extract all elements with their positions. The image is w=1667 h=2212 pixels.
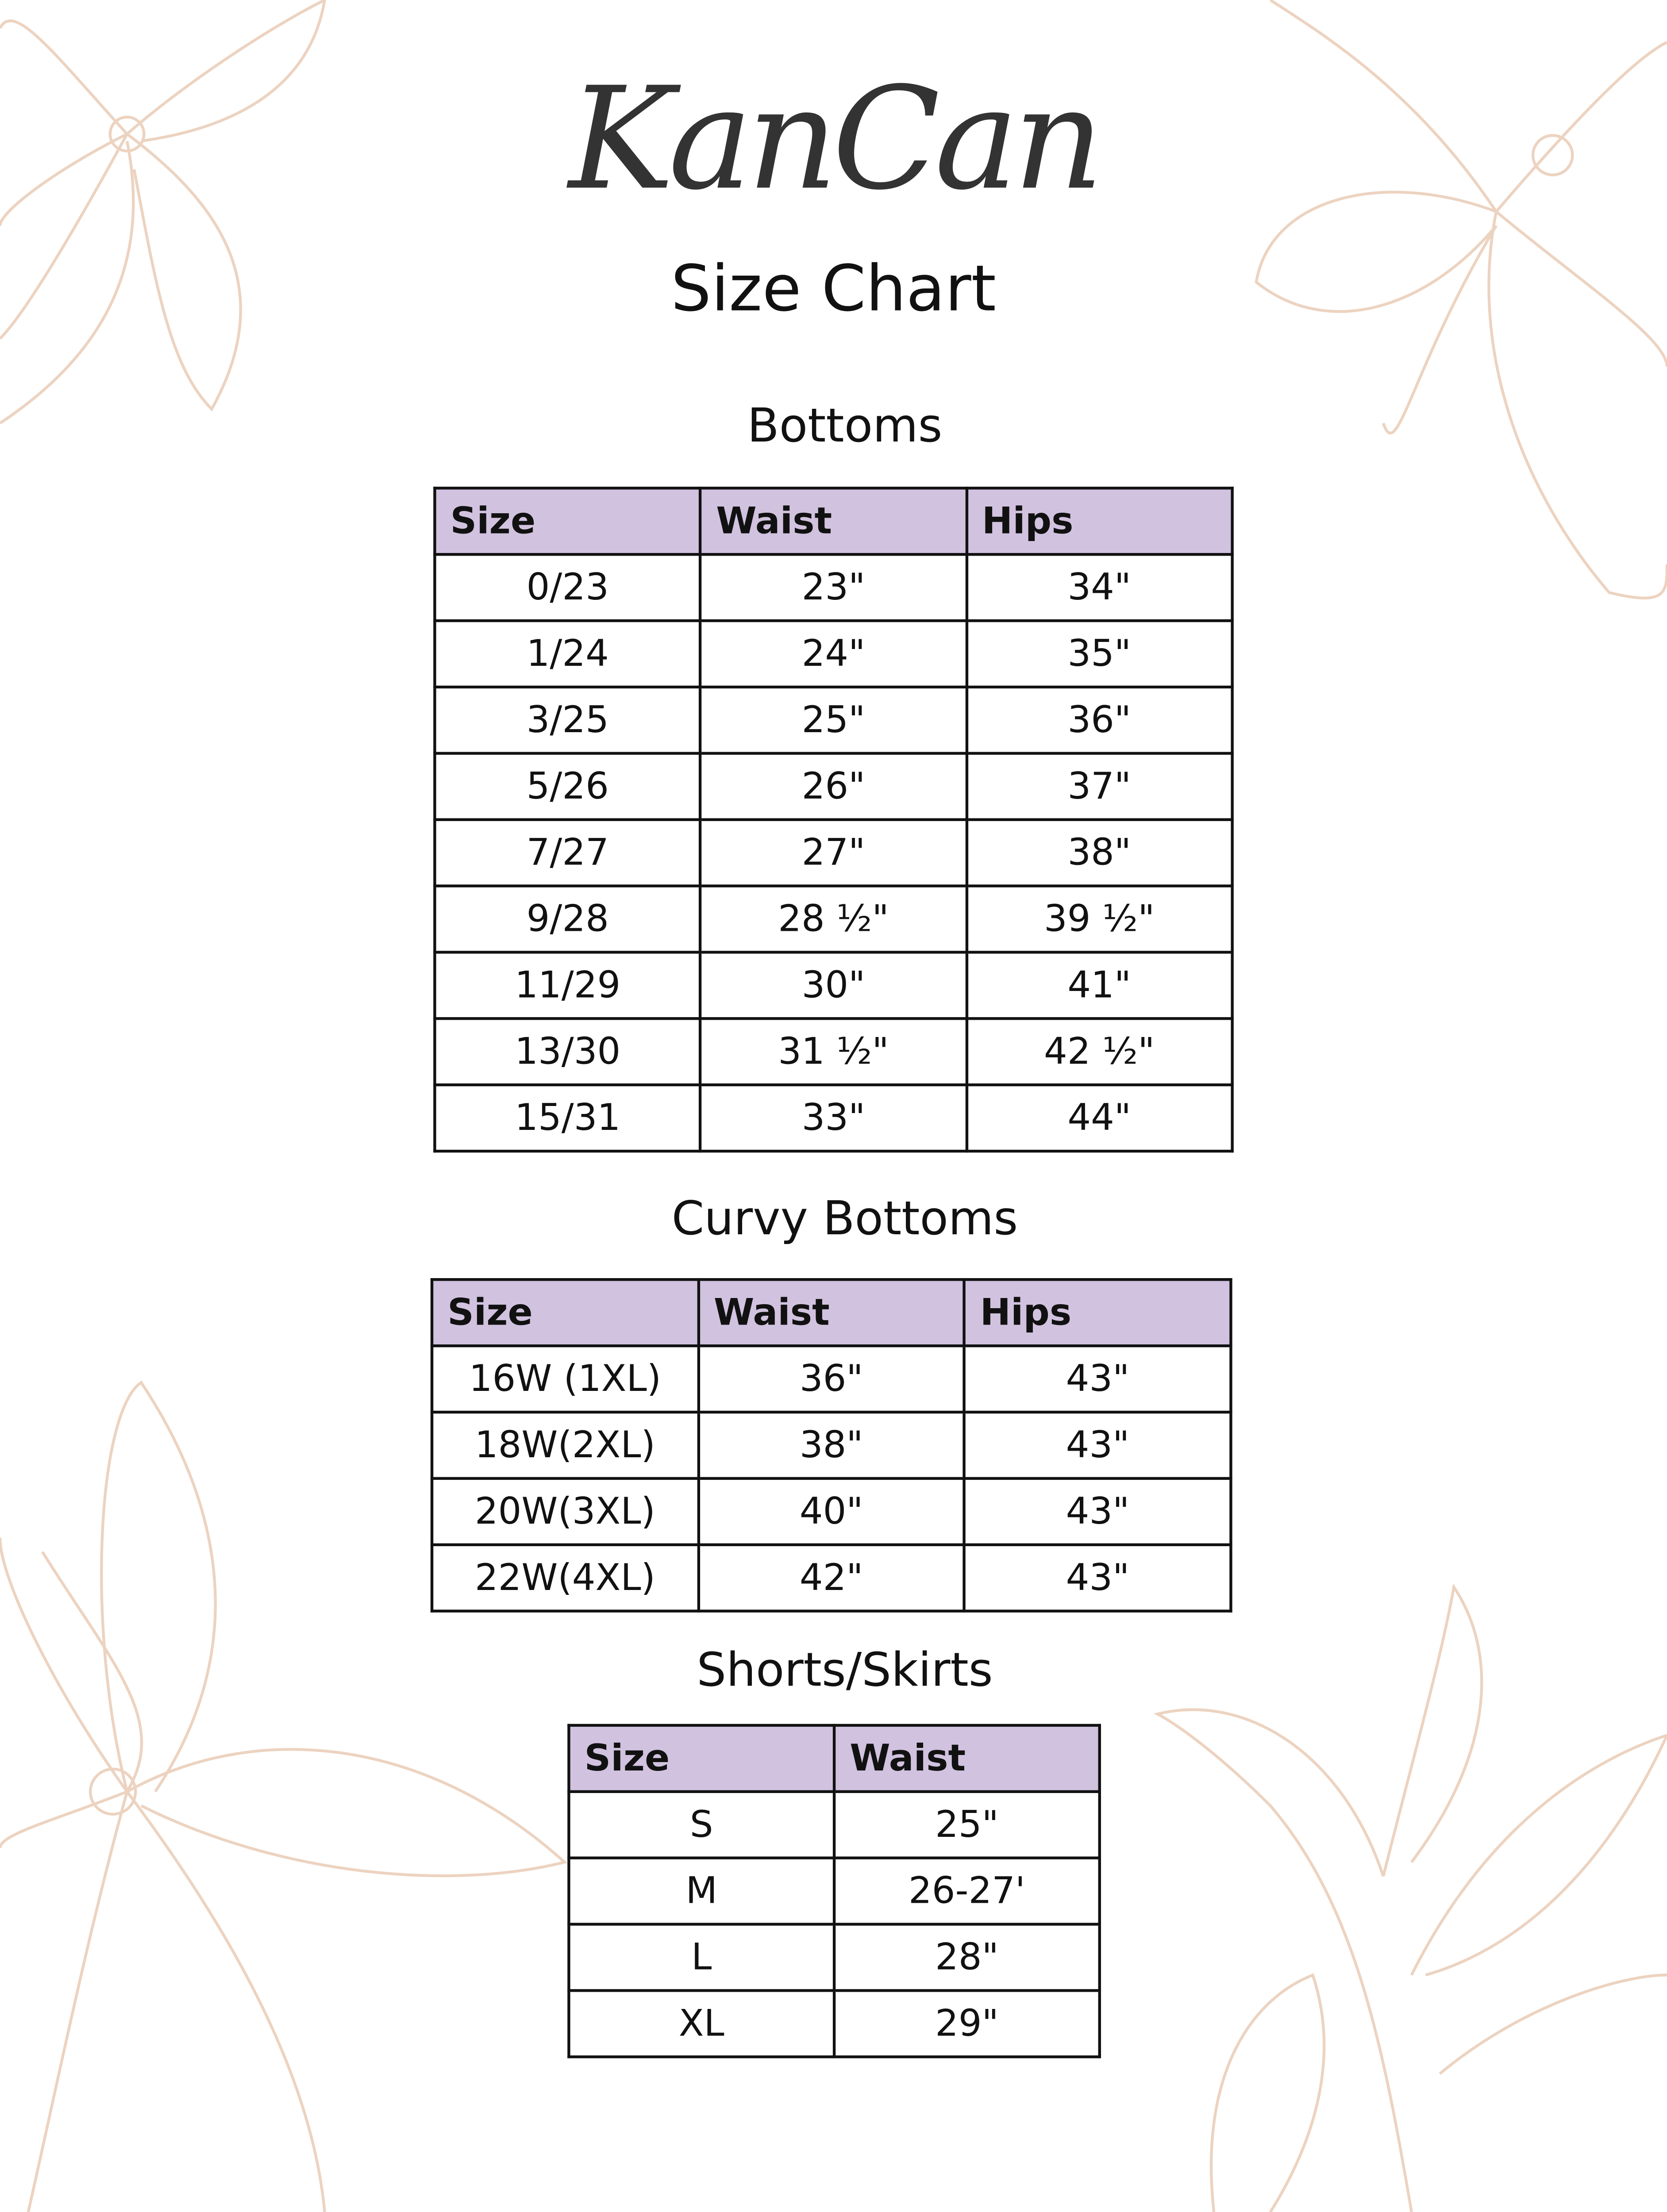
table-row: 22W(4XL) 42" 43" xyxy=(430,1543,1232,1613)
table-cell: 0/23 xyxy=(433,553,702,622)
table-cell: 36" xyxy=(965,685,1234,755)
table-cell: 26" xyxy=(699,752,968,821)
column-header: Waist xyxy=(699,487,968,556)
table-cell: S xyxy=(567,1790,836,1859)
table-row: 16W (1XL) 36" 43" xyxy=(430,1344,1232,1414)
shorts-skirts-heading: Shorts/Skirts xyxy=(697,1642,993,1697)
table-header-row: Size Waist xyxy=(567,1724,1101,1793)
table-cell: 28" xyxy=(832,1923,1101,1992)
table-cell: 41" xyxy=(965,951,1234,1020)
table-cell: 43" xyxy=(963,1344,1232,1414)
table-cell: 29" xyxy=(832,1989,1101,2058)
table-cell: 40" xyxy=(697,1477,966,1546)
table-cell: 43" xyxy=(963,1543,1232,1613)
table-cell: 35" xyxy=(965,619,1234,689)
table-cell: 27" xyxy=(699,818,968,887)
flower-bottom-left-icon xyxy=(0,1380,568,2212)
table-row: M 26-27' xyxy=(567,1856,1101,1926)
shorts-skirts-table: Size Waist S 25" M 26-27' L 28" XL 29" xyxy=(567,1724,1101,2058)
column-header: Hips xyxy=(963,1278,1232,1348)
table-cell: 9/28 xyxy=(433,884,702,954)
table-row: 9/28 28 ½" 39 ½" xyxy=(433,884,1234,954)
table-cell: 36" xyxy=(697,1344,966,1414)
bottoms-heading: Bottoms xyxy=(747,398,943,453)
table-cell: 11/29 xyxy=(433,951,702,1020)
column-header: Size xyxy=(433,487,702,556)
table-cell: 38" xyxy=(965,818,1234,887)
table-cell: 7/27 xyxy=(433,818,702,887)
column-header: Size xyxy=(567,1724,836,1793)
bottoms-table: Size Waist Hips 0/23 23" 34" 1/24 24" 35" 3/25… xyxy=(433,487,1234,1153)
table-cell: 25" xyxy=(699,685,968,755)
table-cell: M xyxy=(567,1856,836,1926)
table-cell: 42 ½" xyxy=(965,1017,1234,1087)
table-row: 7/27 27" 38" xyxy=(433,818,1234,887)
table-row: 11/29 30" 41" xyxy=(433,951,1234,1020)
table-cell: 43" xyxy=(963,1410,1232,1480)
table-cell: 31 ½" xyxy=(699,1017,968,1087)
table-cell: 25" xyxy=(832,1790,1101,1859)
table-cell: 37" xyxy=(965,752,1234,821)
column-header: Hips xyxy=(965,487,1234,556)
curvy-bottoms-table: Size Waist Hips 16W (1XL) 36" 43" 18W(2XL) 3… xyxy=(430,1278,1232,1613)
column-header: Waist xyxy=(832,1724,1101,1793)
table-row: L 28" xyxy=(567,1923,1101,1992)
table-cell: 34" xyxy=(965,553,1234,622)
flower-top-left-icon xyxy=(0,0,326,425)
table-row: 0/23 23" 34" xyxy=(433,553,1234,622)
table-row: 1/24 24" 35" xyxy=(433,619,1234,689)
table-cell: 39 ½" xyxy=(965,884,1234,954)
table-cell: 22W(4XL) xyxy=(430,1543,700,1613)
table-cell: 1/24 xyxy=(433,619,702,689)
table-row: 20W(3XL) 40" 43" xyxy=(430,1477,1232,1546)
table-cell: 5/26 xyxy=(433,752,702,821)
table-cell: 3/25 xyxy=(433,685,702,755)
table-cell: 43" xyxy=(963,1477,1232,1546)
curvy-bottoms-heading: Curvy Bottoms xyxy=(671,1190,1018,1246)
table-cell: 33" xyxy=(699,1083,968,1153)
table-cell: 24" xyxy=(699,619,968,689)
leaves-bottom-right-icon xyxy=(1153,1583,1667,2212)
column-header: Waist xyxy=(697,1278,966,1348)
table-cell: XL xyxy=(567,1989,836,2058)
table-cell: 16W (1XL) xyxy=(430,1344,700,1414)
table-cell: 44" xyxy=(965,1083,1234,1153)
logo-text: KanCan xyxy=(569,56,1104,222)
table-cell: 38" xyxy=(697,1410,966,1480)
page-title: Size Chart xyxy=(671,251,996,326)
table-cell: 20W(3XL) xyxy=(430,1477,700,1546)
table-cell: L xyxy=(567,1923,836,1992)
table-header-row: Size Waist Hips xyxy=(433,487,1234,556)
column-header: Size xyxy=(430,1278,700,1348)
table-row: 3/25 25" 36" xyxy=(433,685,1234,755)
table-cell: 30" xyxy=(699,951,968,1020)
table-row: XL 29" xyxy=(567,1989,1101,2058)
table-cell: 26-27' xyxy=(832,1856,1101,1926)
table-cell: 15/31 xyxy=(433,1083,702,1153)
table-row: 13/30 31 ½" 42 ½" xyxy=(433,1017,1234,1087)
brand-logo: KanCan xyxy=(0,57,1667,222)
table-cell: 18W(2XL) xyxy=(430,1410,700,1480)
table-row: 18W(2XL) 38" 43" xyxy=(430,1410,1232,1480)
table-row: 15/31 33" 44" xyxy=(433,1083,1234,1153)
table-cell: 42" xyxy=(697,1543,966,1613)
table-cell: 28 ½" xyxy=(699,884,968,954)
table-cell: 23" xyxy=(699,553,968,622)
table-row: 5/26 26" 37" xyxy=(433,752,1234,821)
table-header-row: Size Waist Hips xyxy=(430,1278,1232,1348)
flower-top-right-icon xyxy=(1255,0,1667,599)
table-row: S 25" xyxy=(567,1790,1101,1859)
table-cell: 13/30 xyxy=(433,1017,702,1087)
